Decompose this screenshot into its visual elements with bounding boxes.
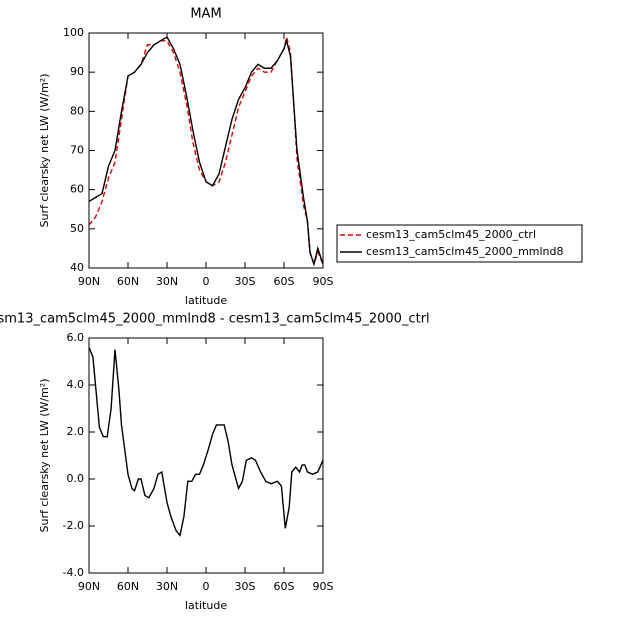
plot-frame	[88, 32, 324, 269]
x-tick-label: 60S	[274, 275, 295, 288]
legend-label: cesm13_cam5clm45_2000_mmlnd8	[366, 245, 564, 258]
x-axis-label: latitude	[185, 599, 227, 612]
y-tick-label: 100	[63, 26, 84, 39]
y-tick-label: 60	[70, 183, 84, 196]
x-tick-label: 0	[203, 580, 210, 593]
y-tick-label: 6.0	[67, 331, 85, 344]
x-tick-label: 90N	[78, 275, 100, 288]
y-tick-label: 70	[70, 144, 84, 157]
y-axis-label: Surf clearsky net LW (W/m²)	[38, 378, 51, 532]
legend-box	[336, 224, 583, 263]
data-line	[88, 347, 324, 537]
data-line	[88, 35, 324, 267]
y-tick-label: 0.0	[67, 472, 85, 485]
y-axis-label: Surf clearsky net LW (W/m²)	[38, 73, 51, 227]
y-tick-label: 4.0	[67, 378, 85, 391]
y-tick-label: 80	[70, 104, 84, 117]
x-tick-label: 90N	[78, 580, 100, 593]
legend-label: cesm13_cam5clm45_2000_ctrl	[366, 228, 536, 241]
y-tick-label: 2.0	[67, 425, 85, 438]
y-tick-label: 90	[70, 65, 84, 78]
x-tick-label: 30S	[235, 275, 256, 288]
x-tick-label: 30N	[156, 580, 178, 593]
y-tick-label: 50	[70, 222, 84, 235]
x-tick-label: 30N	[156, 275, 178, 288]
chart-title: cesm13_cam5clm45_2000_mmlnd8 - cesm13_ca…	[0, 312, 430, 327]
x-tick-label: 0	[203, 275, 210, 288]
x-tick-label: 60N	[117, 580, 139, 593]
y-tick-label: -4.0	[63, 566, 84, 579]
chart-title: MAM	[190, 7, 221, 22]
x-tick-label: 90S	[313, 275, 334, 288]
x-axis-label: latitude	[185, 294, 227, 307]
data-line	[88, 36, 324, 267]
x-tick-label: 90S	[313, 580, 334, 593]
plot-frame	[88, 337, 324, 574]
y-tick-label: 40	[70, 261, 84, 274]
y-tick-label: -2.0	[63, 519, 84, 532]
x-tick-label: 30S	[235, 580, 256, 593]
x-tick-label: 60S	[274, 580, 295, 593]
x-tick-label: 60N	[117, 275, 139, 288]
